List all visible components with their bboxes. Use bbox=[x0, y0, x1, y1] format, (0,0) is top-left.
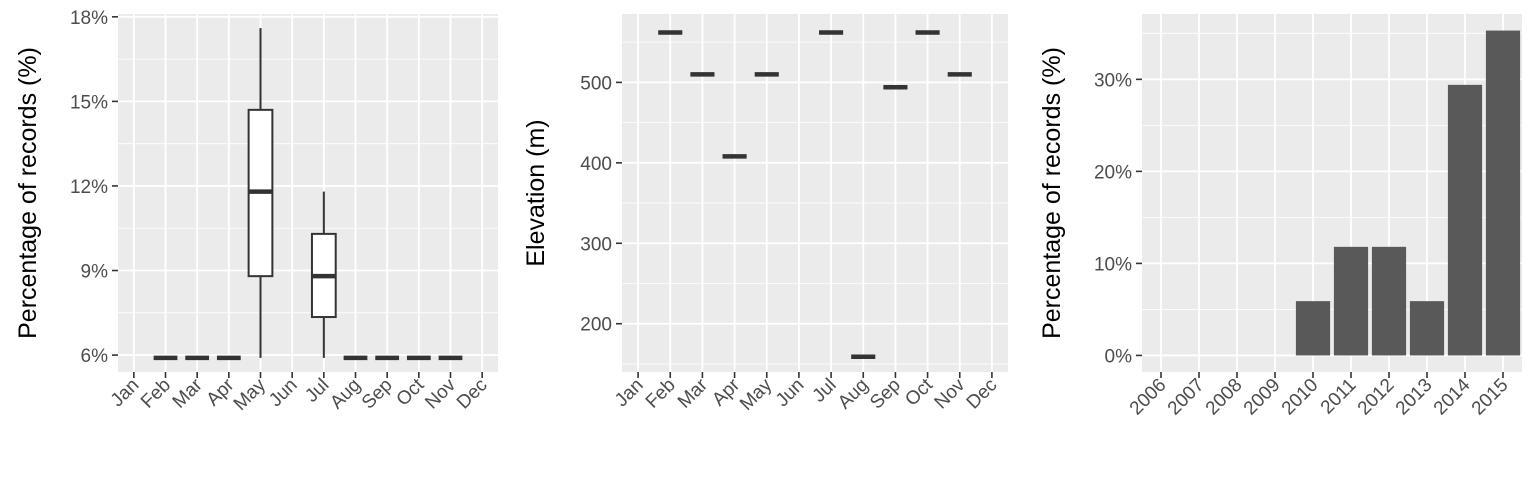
y-tick-label: 20% bbox=[1094, 162, 1132, 183]
x-tick-label: Jan bbox=[611, 375, 648, 412]
x-tick-label: Oct bbox=[901, 374, 937, 410]
y-axis-title: Elevation (m) bbox=[522, 119, 550, 266]
x-tick-label: Nov bbox=[421, 374, 460, 413]
x-tick-label: 2008 bbox=[1202, 375, 1247, 420]
x-tick-label: Nov bbox=[931, 374, 970, 413]
x-tick-label: Oct bbox=[393, 374, 429, 410]
x-tick-label: Jun bbox=[772, 375, 809, 412]
panel-background bbox=[118, 14, 498, 372]
x-tick-label: Aug bbox=[834, 375, 873, 414]
x-tick-label: Jun bbox=[265, 375, 302, 412]
x-tick-label: Dec bbox=[453, 375, 492, 414]
x-tick-label: Aug bbox=[326, 375, 365, 414]
x-tick-label: Mar bbox=[674, 374, 712, 412]
x-tick-label: 2011 bbox=[1317, 375, 1361, 419]
x-tick-label: Feb bbox=[137, 375, 175, 413]
y-tick-label: 0% bbox=[1105, 346, 1133, 367]
x-tick-label: 2010 bbox=[1278, 375, 1323, 420]
y-tick-label: 9% bbox=[81, 262, 109, 283]
bar-2015 bbox=[1485, 30, 1521, 356]
x-tick-label: Feb bbox=[642, 375, 680, 413]
y-axis-title: Percentage of records (%) bbox=[1038, 47, 1066, 339]
bar-2014 bbox=[1447, 84, 1483, 356]
y-tick-label: 15% bbox=[70, 92, 108, 113]
y-axis-title: Percentage of records (%) bbox=[14, 47, 42, 339]
panel-background bbox=[622, 14, 1008, 372]
x-tick-label: May bbox=[230, 374, 271, 415]
y-tick-label: 10% bbox=[1094, 254, 1132, 275]
boxplot-jul bbox=[310, 191, 337, 358]
boxplot-may bbox=[247, 28, 274, 358]
y-tick-label: 30% bbox=[1094, 70, 1132, 91]
chart-panel-3: 0%10%20%30%20062007200820092010201120122… bbox=[1038, 14, 1522, 419]
x-tick-label: Apr bbox=[708, 374, 744, 410]
x-tick-label: Jul bbox=[809, 375, 841, 407]
y-tick-label: 12% bbox=[70, 177, 108, 198]
x-tick-label: Sep bbox=[358, 375, 397, 414]
x-tick-label: May bbox=[736, 374, 777, 415]
y-tick-label: 200 bbox=[580, 315, 612, 336]
x-tick-label: 2006 bbox=[1126, 375, 1171, 420]
y-tick-label: 18% bbox=[70, 8, 108, 29]
bar-2013 bbox=[1409, 301, 1445, 356]
y-tick-label: 300 bbox=[580, 234, 612, 255]
x-tick-label: Jan bbox=[107, 375, 144, 412]
x-tick-label: 2013 bbox=[1392, 375, 1437, 420]
x-tick-label: Mar bbox=[169, 374, 207, 412]
x-tick-label: 2007 bbox=[1164, 375, 1209, 420]
bar-2010 bbox=[1295, 301, 1331, 356]
bar-2012 bbox=[1371, 246, 1407, 356]
x-tick-label: 2012 bbox=[1354, 375, 1399, 420]
x-tick-label: 2014 bbox=[1430, 374, 1475, 419]
x-tick-label: Sep bbox=[866, 375, 905, 414]
bar-2011 bbox=[1333, 246, 1369, 356]
x-tick-label: Dec bbox=[963, 375, 1002, 414]
y-tick-label: 6% bbox=[81, 346, 109, 367]
y-tick-label: 500 bbox=[580, 73, 612, 94]
y-tick-label: 400 bbox=[580, 154, 612, 175]
x-tick-label: 2015 bbox=[1468, 375, 1513, 420]
x-tick-label: 2009 bbox=[1240, 375, 1285, 420]
